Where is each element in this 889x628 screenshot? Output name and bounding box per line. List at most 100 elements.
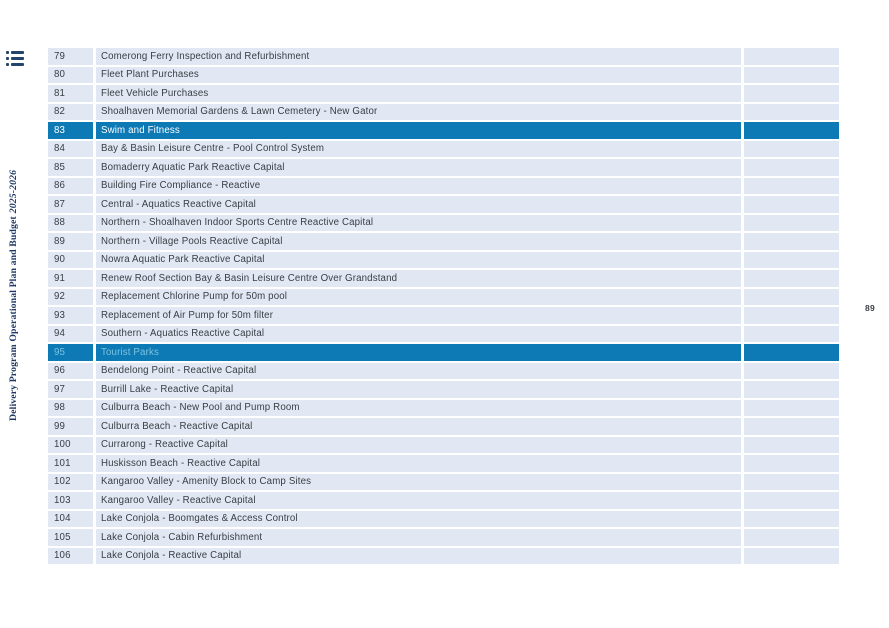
sidebar-vertical-title: Delivery Program Operational Plan and Bu… [8, 170, 19, 421]
row-empty-cell [744, 288, 839, 305]
table-row: 101 Huskisson Beach - Reactive Capital [48, 455, 839, 472]
row-empty-cell [744, 399, 839, 416]
row-number-cell: 102 [48, 473, 93, 490]
row-description-cell: Shoalhaven Memorial Gardens & Lawn Cemet… [96, 103, 741, 120]
table-row: 83 Swim and Fitness [48, 122, 839, 139]
row-number-cell: 90 [48, 251, 93, 268]
row-empty-cell [744, 455, 839, 472]
table-row: 102 Kangaroo Valley - Amenity Block to Ca… [48, 473, 839, 490]
row-description-cell: Burrill Lake - Reactive Capital [96, 381, 741, 398]
table-row: 99 Culburra Beach - Reactive Capital [48, 418, 839, 435]
row-empty-cell [744, 270, 839, 287]
page-number: 89 [865, 303, 876, 313]
row-empty-cell [744, 48, 839, 65]
capital-projects-table: 79 Comerong Ferry Inspection and Refurbis… [48, 48, 839, 566]
row-description-cell: Building Fire Compliance - Reactive [96, 177, 741, 194]
table-row: 95 Tourist Parks [48, 344, 839, 361]
row-description-cell: Fleet Plant Purchases [96, 66, 741, 83]
row-number-cell: 95 [48, 344, 93, 361]
row-number-cell: 86 [48, 177, 93, 194]
table-row: 96 Bendelong Point - Reactive Capital [48, 362, 839, 379]
row-description-cell: Culburra Beach - Reactive Capital [96, 418, 741, 435]
row-description-cell: Bay & Basin Leisure Centre - Pool Contro… [96, 140, 741, 157]
table-row: 89 Northern - Village Pools Reactive Capi… [48, 233, 839, 250]
toc-list-icon[interactable] [6, 51, 24, 67]
document-title: Delivery Program Operational Plan and Bu… [8, 216, 19, 421]
row-number-cell: 106 [48, 547, 93, 564]
table-row: 91 Renew Roof Section Bay & Basin Leisure… [48, 270, 839, 287]
list-bar [11, 62, 24, 67]
row-number-cell: 83 [48, 122, 93, 139]
row-description-cell: Lake Conjola - Cabin Refurbishment [96, 529, 741, 546]
row-description-cell: Lake Conjola - Boomgates & Access Contro… [96, 510, 741, 527]
row-empty-cell [744, 547, 839, 564]
row-empty-cell [744, 233, 839, 250]
row-empty-cell [744, 85, 839, 102]
toc-line [6, 56, 24, 61]
row-number-cell: 91 [48, 270, 93, 287]
table-row: 90 Nowra Aquatic Park Reactive Capital [48, 251, 839, 268]
row-empty-cell [744, 307, 839, 324]
row-description-cell: Comerong Ferry Inspection and Refurbishm… [96, 48, 741, 65]
table-row: 100 Currarong - Reactive Capital [48, 436, 839, 453]
row-empty-cell [744, 159, 839, 176]
row-description-cell: Central - Aquatics Reactive Capital [96, 196, 741, 213]
row-description-cell: Southern - Aquatics Reactive Capital [96, 325, 741, 342]
row-number-cell: 98 [48, 399, 93, 416]
row-empty-cell [744, 362, 839, 379]
row-description-cell: Currarong - Reactive Capital [96, 436, 741, 453]
row-number-cell: 92 [48, 288, 93, 305]
row-description-cell: Swim and Fitness [96, 122, 741, 139]
row-empty-cell [744, 177, 839, 194]
row-empty-cell [744, 251, 839, 268]
table-row: 92 Replacement Chlorine Pump for 50m pool [48, 288, 839, 305]
table-row: 84 Bay & Basin Leisure Centre - Pool Cont… [48, 140, 839, 157]
table-row: 94 Southern - Aquatics Reactive Capital [48, 325, 839, 342]
row-empty-cell [744, 381, 839, 398]
row-empty-cell [744, 473, 839, 490]
row-empty-cell [744, 510, 839, 527]
row-number-cell: 80 [48, 66, 93, 83]
row-number-cell: 96 [48, 362, 93, 379]
table-row: 93 Replacement of Air Pump for 50m filter [48, 307, 839, 324]
row-empty-cell [744, 492, 839, 509]
table-row: 82 Shoalhaven Memorial Gardens & Lawn Cem… [48, 103, 839, 120]
row-description-cell: Replacement of Air Pump for 50m filter [96, 307, 741, 324]
toc-line [6, 62, 24, 67]
row-empty-cell [744, 140, 839, 157]
row-number-cell: 79 [48, 48, 93, 65]
row-empty-cell [744, 103, 839, 120]
row-empty-cell [744, 344, 839, 361]
table-row: 98 Culburra Beach - New Pool and Pump Roo… [48, 399, 839, 416]
table-row: 97 Burrill Lake - Reactive Capital [48, 381, 839, 398]
row-number-cell: 87 [48, 196, 93, 213]
row-description-cell: Bomaderry Aquatic Park Reactive Capital [96, 159, 741, 176]
row-empty-cell [744, 325, 839, 342]
table-row: 81 Fleet Vehicle Purchases [48, 85, 839, 102]
row-number-cell: 103 [48, 492, 93, 509]
row-number-cell: 100 [48, 436, 93, 453]
row-description-cell: Fleet Vehicle Purchases [96, 85, 741, 102]
table-row: 86 Building Fire Compliance - Reactive [48, 177, 839, 194]
table-row: 103 Kangaroo Valley - Reactive Capital [48, 492, 839, 509]
row-empty-cell [744, 66, 839, 83]
row-description-cell: Kangaroo Valley - Reactive Capital [96, 492, 741, 509]
row-description-cell: Bendelong Point - Reactive Capital [96, 362, 741, 379]
row-number-cell: 104 [48, 510, 93, 527]
row-number-cell: 85 [48, 159, 93, 176]
row-description-cell: Lake Conjola - Reactive Capital [96, 547, 741, 564]
list-bullet [6, 62, 10, 67]
toc-line [6, 51, 24, 55]
row-description-cell: Kangaroo Valley - Amenity Block to Camp … [96, 473, 741, 490]
row-empty-cell [744, 418, 839, 435]
row-number-cell: 105 [48, 529, 93, 546]
row-number-cell: 81 [48, 85, 93, 102]
row-number-cell: 89 [48, 233, 93, 250]
row-description-cell: Northern - Village Pools Reactive Capita… [96, 233, 741, 250]
row-empty-cell [744, 529, 839, 546]
table-row: 80 Fleet Plant Purchases [48, 66, 839, 83]
row-description-cell: Huskisson Beach - Reactive Capital [96, 455, 741, 472]
row-number-cell: 93 [48, 307, 93, 324]
list-bullet [6, 56, 10, 61]
